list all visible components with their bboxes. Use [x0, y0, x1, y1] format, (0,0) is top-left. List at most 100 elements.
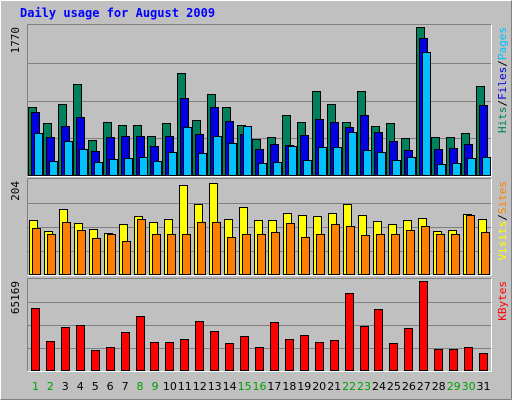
- bar-pages-day-12: [198, 153, 207, 176]
- bar-pages-day-24: [377, 152, 386, 176]
- day-label-7: 7: [122, 380, 129, 393]
- bar-sites-day-18: [286, 223, 295, 275]
- bar-pages-day-30: [467, 158, 476, 176]
- day-label-22: 22: [342, 380, 356, 393]
- bar-kbytes-day-7: [121, 332, 130, 371]
- bar-sites-day-14: [227, 237, 236, 275]
- day-label-30: 30: [462, 380, 476, 393]
- legend-entry-visits: Visits: [496, 221, 509, 261]
- bar-sites-day-25: [391, 234, 400, 275]
- bar-pages-day-21: [333, 147, 342, 176]
- bar-kbytes-day-8: [136, 316, 145, 371]
- bar-kbytes-day-18: [285, 339, 294, 371]
- bar-pages-day-19: [303, 160, 312, 176]
- bar-kbytes-day-29: [449, 349, 458, 371]
- bar-pages-day-13: [213, 136, 222, 176]
- legend-entry-hits: Hits: [496, 107, 509, 134]
- bar-sites-day-30: [466, 215, 475, 275]
- day-axis-labels: 1 2 3 4 5 6 7 8 9 10 11 12 13 14 15 16 17 18 19 20 21 22 23 24 2…: [32, 380, 491, 393]
- bar-sites-day-6: [107, 234, 116, 275]
- bar-kbytes-day-5: [91, 350, 100, 371]
- bar-kbytes-day-11: [180, 339, 189, 371]
- bar-pages-day-10: [168, 152, 177, 176]
- bar-kbytes-day-21: [330, 340, 339, 371]
- legend-separator: /: [496, 60, 509, 67]
- day-label-13: 13: [208, 380, 222, 393]
- bar-pages-day-20: [318, 147, 327, 176]
- bar-kbytes-day-24: [374, 309, 383, 371]
- bar-pages-day-3: [64, 141, 73, 176]
- bar-sites-day-23: [361, 235, 370, 275]
- bar-sites-day-21: [331, 224, 340, 275]
- day-label-16: 16: [253, 380, 267, 393]
- bar-pages-day-25: [392, 160, 401, 176]
- bar-sites-day-3: [62, 222, 71, 275]
- bar-pages-day-15: [243, 126, 252, 176]
- bar-kbytes-day-30: [464, 347, 473, 371]
- bar-sites-day-2: [47, 234, 56, 275]
- day-label-27: 27: [417, 380, 431, 393]
- bar-pages-day-26: [407, 157, 416, 176]
- chart-title: Daily usage for August 2009: [20, 6, 215, 20]
- bar-kbytes-day-22: [345, 293, 354, 371]
- day-label-23: 23: [357, 380, 371, 393]
- bar-sites-day-9: [152, 234, 161, 275]
- bar-sites-day-1: [32, 228, 41, 275]
- bar-sites-day-10: [167, 234, 176, 275]
- bar-sites-day-5: [92, 238, 101, 275]
- day-label-31: 31: [477, 380, 491, 393]
- panel-ymax-label: 65169: [9, 281, 22, 314]
- bar-sites-day-11: [182, 234, 191, 275]
- bar-kbytes-day-12: [195, 321, 204, 371]
- bar-pages-day-4: [79, 149, 88, 176]
- panel-legend: Visits/Sites: [496, 181, 509, 261]
- day-label-21: 21: [327, 380, 341, 393]
- day-label-1: 1: [32, 380, 39, 393]
- bar-sites-day-26: [406, 230, 415, 275]
- bar-kbytes-day-20: [315, 342, 324, 371]
- bar-pages-day-7: [124, 158, 133, 176]
- legend-entry-sites: Sites: [496, 181, 509, 214]
- bar-kbytes-day-25: [389, 343, 398, 371]
- bar-sites-day-27: [421, 226, 430, 275]
- legend-entry-kbytes: KBytes: [496, 281, 509, 321]
- legend-separator: /: [496, 214, 509, 221]
- bar-sites-day-29: [451, 234, 460, 275]
- bar-pages-day-11: [183, 127, 192, 176]
- day-label-9: 9: [152, 380, 159, 393]
- day-label-19: 19: [297, 380, 311, 393]
- bar-pages-day-1: [34, 133, 43, 176]
- bar-kbytes-day-10: [165, 342, 174, 371]
- day-label-11: 11: [178, 380, 192, 393]
- panel-ymax-label: 204: [9, 181, 22, 201]
- legend-entry-files: Files: [496, 67, 509, 100]
- bar-kbytes-day-26: [404, 328, 413, 371]
- bar-pages-day-22: [348, 132, 357, 176]
- bar-pages-day-2: [49, 161, 58, 176]
- bar-sites-day-24: [376, 234, 385, 275]
- day-label-20: 20: [312, 380, 326, 393]
- bar-pages-day-18: [288, 146, 297, 176]
- bar-sites-day-19: [301, 237, 310, 275]
- bar-pages-day-16: [258, 163, 267, 176]
- bar-kbytes-day-3: [61, 327, 70, 371]
- day-label-12: 12: [193, 380, 207, 393]
- day-label-26: 26: [402, 380, 416, 393]
- day-label-29: 29: [447, 380, 461, 393]
- day-label-28: 28: [432, 380, 446, 393]
- bar-pages-day-27: [422, 52, 431, 176]
- day-label-2: 2: [47, 380, 54, 393]
- bar-sites-day-20: [316, 234, 325, 275]
- bar-sites-day-22: [346, 226, 355, 275]
- bar-sites-day-8: [137, 219, 146, 275]
- bar-kbytes-day-17: [270, 322, 279, 371]
- bar-kbytes-day-27: [419, 281, 428, 371]
- bar-kbytes-day-23: [360, 326, 369, 371]
- bar-sites-day-13: [212, 222, 221, 275]
- legend-separator: /: [496, 100, 509, 107]
- day-label-18: 18: [282, 380, 296, 393]
- panel-kbytes: 65169 KBytes: [9, 278, 509, 372]
